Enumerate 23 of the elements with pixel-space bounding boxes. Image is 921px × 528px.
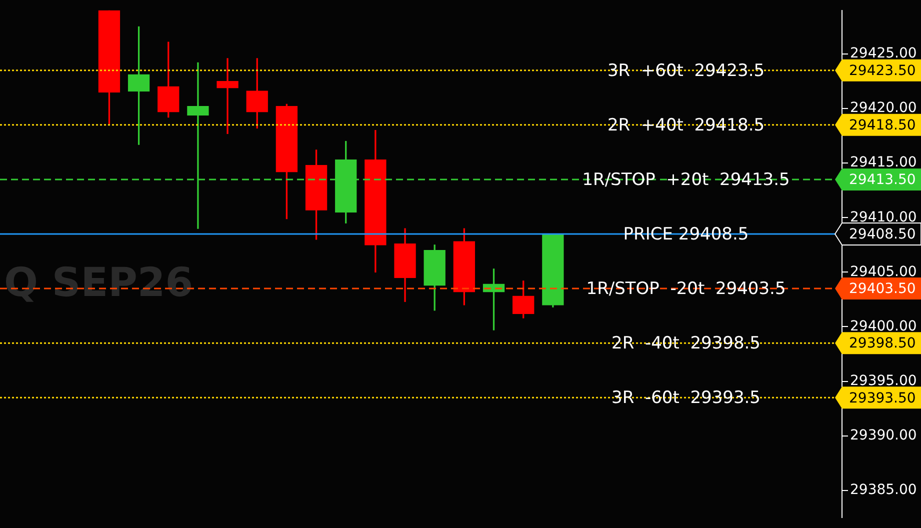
y-tick-label: 29385.00 xyxy=(850,482,917,498)
y2-tick-label: 29418.50 xyxy=(849,118,916,134)
candlestick xyxy=(216,58,238,134)
y2-tick-label: 29398.50 xyxy=(849,336,916,352)
y2-tick-label: 29408.50 xyxy=(849,226,916,243)
ref-line-label: 2R +40t 29418.5 xyxy=(607,115,765,136)
y-tick-label: 29390.00 xyxy=(850,427,917,444)
y-tick-label: 29420.00 xyxy=(850,100,917,116)
y-tick-label: 29415.00 xyxy=(850,154,917,171)
ref-line-label: 3R +60t 29423.5 xyxy=(607,60,765,81)
ref-line-label: 3R -60t 29393.5 xyxy=(612,388,760,408)
candlestick xyxy=(394,228,416,302)
y2-tick-label: 29403.50 xyxy=(849,281,916,298)
y-tick-label: 29405.00 xyxy=(850,264,917,280)
ref-line-label: 2R -40t 29398.5 xyxy=(612,334,760,354)
y-tick-label: 29410.00 xyxy=(850,209,917,226)
y2-tick-label: 29393.50 xyxy=(849,390,916,406)
y-tick-label: 29400.00 xyxy=(850,318,917,334)
y-tick-label: 29395.00 xyxy=(850,372,917,389)
y2-tick-label: 29423.50 xyxy=(849,63,916,80)
y-tick-label: 29425.00 xyxy=(850,46,917,62)
candlestick xyxy=(128,26,150,145)
y2-tick-label: 29413.50 xyxy=(849,172,916,188)
